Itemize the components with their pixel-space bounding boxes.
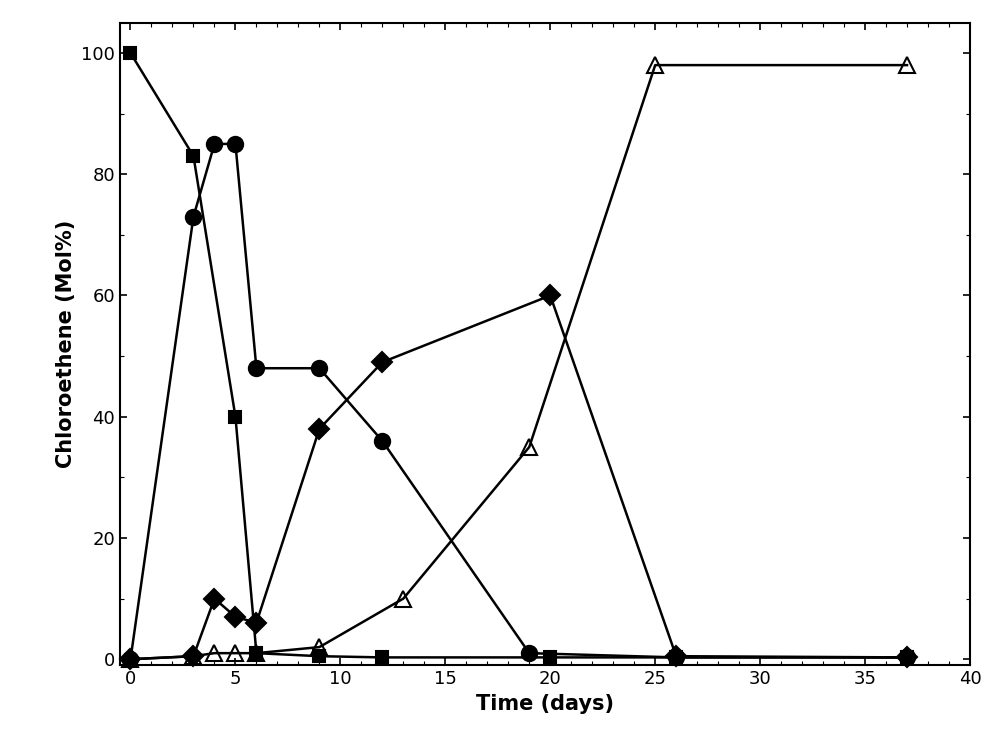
Y-axis label: Chloroethene (Mol%): Chloroethene (Mol%) [56,220,76,468]
X-axis label: Time (days): Time (days) [476,694,614,714]
